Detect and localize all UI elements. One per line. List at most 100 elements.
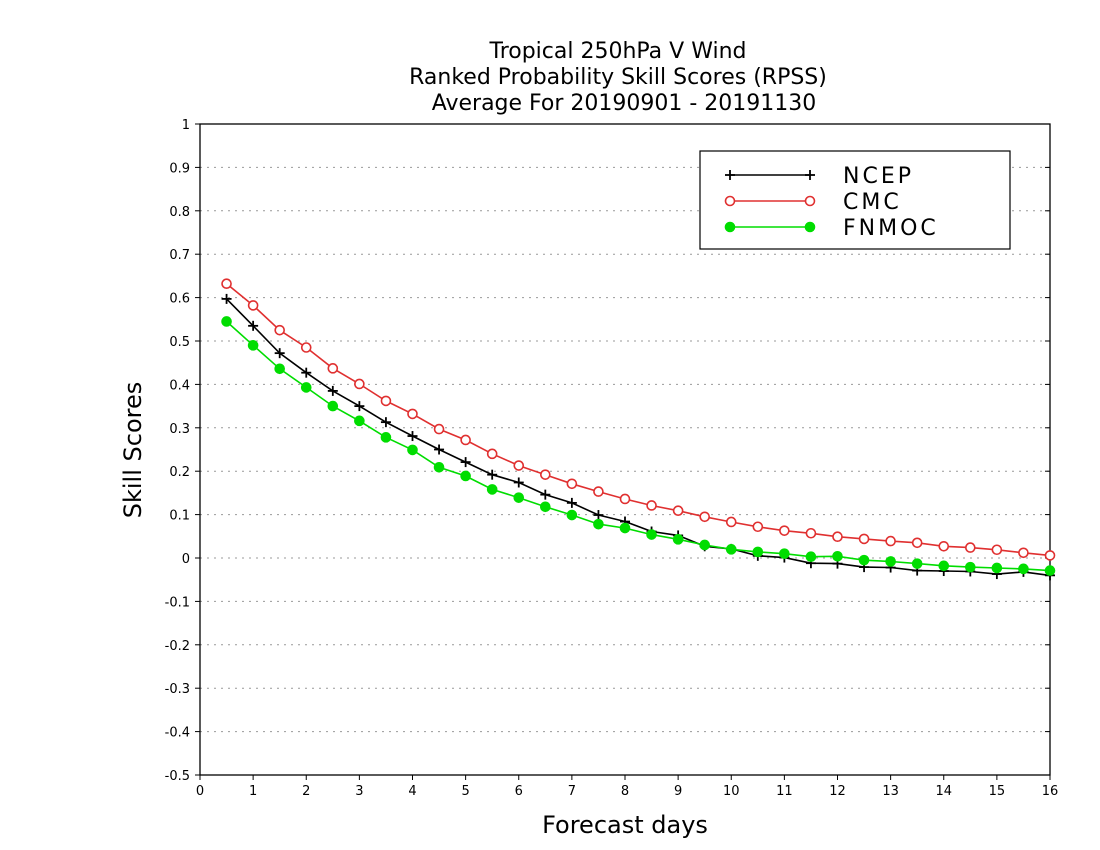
x-axis-label: Forecast days xyxy=(542,811,708,839)
data-point-cmc xyxy=(938,540,950,552)
data-point-cmc xyxy=(858,533,870,545)
legend-entry-ncep: NCEP xyxy=(725,164,911,189)
data-point-fnmoc xyxy=(991,562,1003,574)
data-point-cmc xyxy=(221,278,232,290)
data-point-cmc xyxy=(460,434,471,446)
legend-box xyxy=(699,150,1011,250)
y-tick-label: 0.8 xyxy=(169,205,190,220)
x-tick-label: 15 xyxy=(989,784,1006,799)
data-point-fnmoc xyxy=(460,470,471,482)
data-point-cmc xyxy=(300,342,312,353)
title-line-2: Ranked Probability Skill Scores (RPSS) xyxy=(409,65,827,90)
data-point-cmc xyxy=(566,478,578,490)
data-point-fnmoc xyxy=(513,492,525,503)
data-point-fnmoc xyxy=(1044,565,1056,576)
x-tick-label: 0 xyxy=(196,784,204,799)
data-point-fnmoc xyxy=(911,558,923,569)
data-point-cmc xyxy=(486,448,498,460)
data-point-fnmoc xyxy=(938,560,950,572)
y-tick-label: 0.1 xyxy=(169,509,190,524)
data-point-fnmoc xyxy=(407,444,418,456)
data-point-fnmoc xyxy=(274,363,285,375)
y-tick-label: 0.7 xyxy=(169,248,190,263)
data-point-cmc xyxy=(380,395,392,407)
x-tick-label: 5 xyxy=(461,784,469,799)
x-tick-label: 2 xyxy=(302,784,310,799)
x-tick-label: 11 xyxy=(776,784,793,799)
series-line-fnmoc xyxy=(226,320,1051,572)
data-point-cmc xyxy=(965,542,976,553)
series-line-cmc xyxy=(226,283,1051,557)
data-point-fnmoc xyxy=(566,509,578,521)
title-line-1: Tropical 250hPa V Wind xyxy=(488,39,746,64)
data-point-cmc xyxy=(885,535,896,547)
legend-entry-cmc: CMC xyxy=(724,190,902,215)
data-point-cmc xyxy=(619,493,631,505)
y-tick-label: -0.1 xyxy=(165,595,190,610)
data-point-fnmoc xyxy=(672,534,684,545)
data-point-fnmoc xyxy=(593,518,604,530)
series-fnmoc xyxy=(221,316,1056,576)
x-tick-label: 1 xyxy=(249,784,257,799)
y-tick-label: 0.2 xyxy=(169,465,190,480)
data-point-fnmoc xyxy=(540,501,551,513)
data-point-fnmoc xyxy=(779,548,790,559)
data-point-fnmoc xyxy=(354,415,365,427)
legend-label-cmc: CMC xyxy=(843,190,902,215)
data-point-fnmoc xyxy=(300,382,312,393)
data-point-fnmoc xyxy=(965,561,976,573)
data-point-cmc xyxy=(247,300,259,311)
legend-label-fnmoc: FNMOC xyxy=(843,216,939,241)
legend-marker-fnmoc xyxy=(804,221,816,233)
data-point-fnmoc xyxy=(221,316,232,327)
data-point-cmc xyxy=(991,544,1003,556)
x-tick-label: 14 xyxy=(935,784,952,799)
y-tick-label: 0.3 xyxy=(169,422,190,437)
x-tick-label: 16 xyxy=(1042,784,1059,799)
series-cmc xyxy=(221,278,1056,561)
data-point-fnmoc xyxy=(752,546,764,558)
legend-marker-cmc xyxy=(724,195,736,207)
y-tick-label: 0.9 xyxy=(169,161,190,176)
data-point-fnmoc xyxy=(646,529,657,540)
data-point-fnmoc xyxy=(885,556,896,567)
y-tick-label: 0 xyxy=(182,552,190,567)
data-point-fnmoc xyxy=(327,400,339,412)
y-tick-label: 1 xyxy=(182,118,190,133)
title-line-3: Average For 20190901 - 20191130 xyxy=(432,91,817,116)
data-point-cmc xyxy=(274,324,285,336)
y-tick-label: 0.4 xyxy=(169,378,190,393)
data-point-fnmoc xyxy=(805,551,817,562)
x-tick-label: 7 xyxy=(568,784,576,799)
data-point-fnmoc xyxy=(380,432,392,443)
data-point-cmc xyxy=(433,423,445,435)
data-point-cmc xyxy=(672,505,684,516)
x-tick-label: 12 xyxy=(829,784,846,799)
data-point-cmc xyxy=(513,460,525,471)
data-point-cmc xyxy=(354,378,365,390)
y-tick-label: -0.5 xyxy=(165,769,190,784)
x-tick-label: 9 xyxy=(674,784,682,799)
x-tick-label: 3 xyxy=(355,784,363,799)
data-point-cmc xyxy=(407,408,418,420)
data-point-fnmoc xyxy=(699,539,710,551)
series xyxy=(221,278,1056,581)
y-tick-label: -0.4 xyxy=(165,726,190,741)
y-tick-label: 0.5 xyxy=(169,335,190,350)
data-point-fnmoc xyxy=(1018,563,1029,575)
x-tick-label: 10 xyxy=(723,784,740,799)
data-point-cmc xyxy=(646,500,657,511)
data-point-cmc xyxy=(540,469,551,480)
series-ncep xyxy=(221,293,1055,581)
data-point-cmc xyxy=(1044,550,1056,561)
x-tick-label: 13 xyxy=(882,784,899,799)
y-tick-label: 0.6 xyxy=(169,292,190,307)
y-tick-label: -0.2 xyxy=(165,639,190,654)
data-point-fnmoc xyxy=(486,484,498,495)
legend-marker-fnmoc xyxy=(724,221,736,233)
data-point-cmc xyxy=(593,486,604,497)
data-point-fnmoc xyxy=(247,340,259,351)
chart-title: Tropical 250hPa V Wind Ranked Probabilit… xyxy=(409,39,827,116)
